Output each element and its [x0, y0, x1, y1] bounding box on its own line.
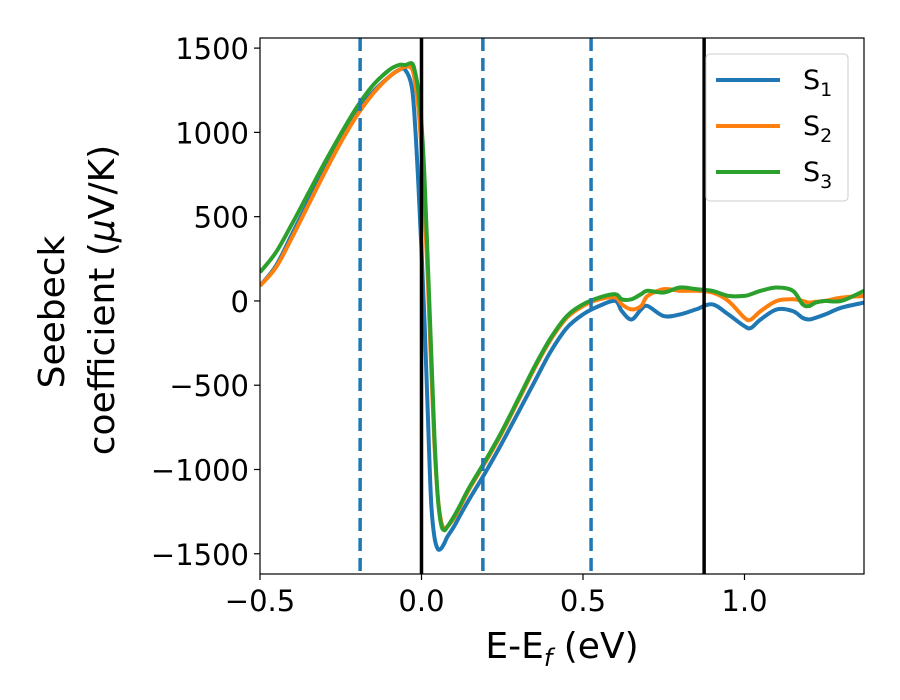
- y-axis-label: Seebeck coefficient (μV/K): [32, 145, 123, 455]
- y-tick-label: −1500: [151, 538, 249, 572]
- x-tick-label: 1.0: [721, 584, 767, 618]
- x-tick-label: 0.5: [560, 584, 606, 618]
- y-tick-label: −500: [169, 369, 249, 403]
- y-tick-label: 1000: [175, 116, 249, 150]
- y-axis-ticks: 1500 1000 500 0 −500 −1000 −1500: [151, 32, 260, 572]
- series-line-s3: [260, 61, 864, 533]
- y-tick-label: 500: [194, 201, 249, 235]
- legend-label-s1: S1: [803, 65, 832, 101]
- legend-label-s2: S2: [803, 111, 832, 147]
- y-axis-label-line2: coefficient (μV/K): [82, 145, 123, 455]
- y-tick-label: −1000: [151, 453, 249, 487]
- x-tick-label: −0.5: [225, 584, 295, 618]
- x-tick-label: 0.0: [398, 584, 444, 618]
- y-tick-label: 0: [231, 285, 249, 319]
- plot-area: [260, 38, 864, 574]
- x-axis-ticks: −0.5 0.0 0.5 1.0: [225, 574, 768, 618]
- x-axis-label: E-Ef (eV): [485, 626, 638, 672]
- x-axis-label-unit: (eV): [552, 626, 638, 667]
- y-axis-label-line1: Seebeck: [32, 235, 73, 388]
- legend: S1 S2 S3: [705, 53, 849, 202]
- plot-frame: [259, 37, 865, 575]
- y-tick-label: 1500: [175, 32, 249, 66]
- legend-label-s3: S3: [803, 157, 832, 193]
